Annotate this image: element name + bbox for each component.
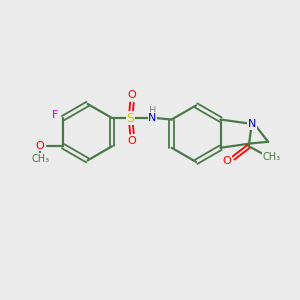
- Text: CH₃: CH₃: [31, 154, 49, 164]
- Text: N: N: [148, 113, 157, 123]
- Text: N: N: [248, 119, 256, 129]
- Text: S: S: [127, 112, 134, 124]
- Text: O: O: [222, 156, 231, 166]
- Text: O: O: [128, 90, 136, 100]
- Text: O: O: [36, 141, 45, 151]
- Text: H: H: [149, 106, 156, 116]
- Text: F: F: [52, 110, 58, 120]
- Text: CH₃: CH₃: [262, 152, 281, 162]
- Text: O: O: [128, 136, 136, 146]
